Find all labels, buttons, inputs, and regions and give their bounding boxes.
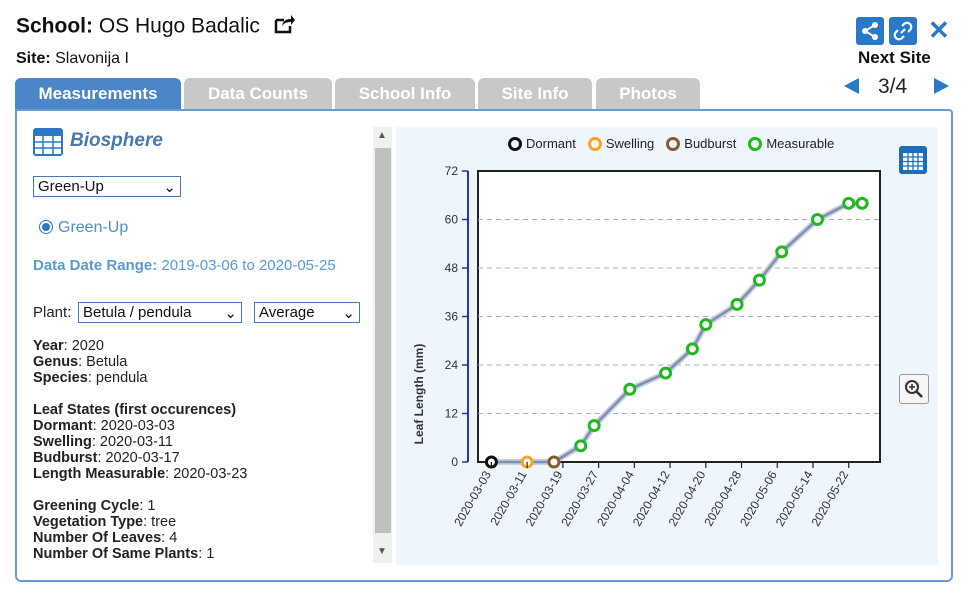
data-point-measurable <box>855 196 869 210</box>
data-point-measurable <box>752 273 766 287</box>
same-plants-row: Number Of Same Plants: 1 <box>33 546 215 562</box>
site-name: Slavonija I <box>55 50 129 67</box>
protocol-select[interactable]: Green-Up ⌄ <box>33 176 181 197</box>
radio-label: Green-Up <box>58 219 129 236</box>
cycle-row: Greening Cycle: 1 <box>33 498 156 514</box>
legend-dot-icon <box>508 136 522 151</box>
school-label: School: <box>16 14 93 38</box>
site-line: Site: Slavonija I <box>16 50 129 68</box>
data-point-measurable <box>730 297 744 311</box>
year-row: Year: 2020 <box>33 338 104 354</box>
legend-measurable[interactable]: Measurable <box>748 136 834 151</box>
tab-measurements[interactable]: Measurements <box>15 78 181 110</box>
plant-select[interactable]: Betula / pendula ⌄ <box>78 302 242 323</box>
data-point-measurable <box>810 213 824 226</box>
site-pager: 3/4 <box>878 75 908 98</box>
external-link-icon[interactable] <box>274 14 296 40</box>
y-tick-label: 72 <box>445 164 459 178</box>
date-range: Data Date Range: 2019-03-06 to 2020-05-2… <box>33 257 336 274</box>
scroll-up-icon[interactable]: ▲ <box>377 130 387 141</box>
measurable-row: Length Measurable: 2020-03-23 <box>33 466 248 482</box>
close-icon[interactable]: ✕ <box>928 15 950 45</box>
legend-budburst[interactable]: Budburst <box>666 136 736 151</box>
data-point-measurable <box>659 366 673 380</box>
aggregate-select-value: Average <box>259 304 315 321</box>
table-icon[interactable] <box>33 128 63 161</box>
y-tick-label: 12 <box>445 407 459 421</box>
y-tick-label: 36 <box>445 310 459 324</box>
swelling-row: Swelling: 2020-03-11 <box>33 434 173 450</box>
legend-dot-icon <box>666 136 681 151</box>
vegtype-row: Vegetation Type: tree <box>33 514 177 530</box>
prev-site-arrow-icon[interactable] <box>844 78 859 94</box>
plant-select-value: Betula / pendula <box>83 304 192 321</box>
share-icon[interactable] <box>856 17 884 45</box>
data-point-measurable <box>699 318 713 332</box>
y-tick-label: 0 <box>451 455 458 469</box>
data-point-measurable <box>574 439 588 453</box>
aggregate-select[interactable]: Average ⌄ <box>254 302 360 323</box>
section-title: Biosphere <box>70 130 163 151</box>
school-title: School: OS Hugo Badalic <box>16 14 296 40</box>
data-point-measurable <box>685 342 699 356</box>
date-range-label: Data Date Range: <box>33 257 158 274</box>
chevron-down-icon: ⌄ <box>224 304 237 322</box>
data-point-measurable <box>842 196 856 210</box>
data-point-measurable <box>775 245 789 259</box>
table-view-icon[interactable] <box>898 145 928 180</box>
data-point-budburst <box>547 455 561 469</box>
link-icon[interactable] <box>889 17 917 45</box>
tab-site-info[interactable]: Site Info <box>478 78 592 110</box>
legend-dormant[interactable]: Dormant <box>508 136 576 151</box>
scroll-thumb[interactable] <box>375 148 391 533</box>
tab-data-counts[interactable]: Data Counts <box>184 78 332 110</box>
next-site-label: Next Site <box>858 48 931 67</box>
x-tick-label: 2020-05-22 <box>809 468 852 528</box>
plant-label: Plant: <box>33 304 72 321</box>
date-range-value: 2019-03-06 to 2020-05-25 <box>161 257 336 274</box>
chevron-down-icon: ⌄ <box>163 178 176 196</box>
tab-photos[interactable]: Photos <box>596 78 700 110</box>
y-axis-label: Leaf Length (mm) <box>412 344 426 445</box>
chart-legend: Dormant Swelling Budburst Measurable <box>508 136 834 151</box>
y-tick-label: 48 <box>445 261 459 275</box>
leaf-states-title: Leaf States (first occurences) <box>33 402 237 418</box>
chevron-down-icon: ⌄ <box>342 304 355 322</box>
data-point-measurable <box>587 419 601 433</box>
main-panel <box>15 109 953 582</box>
species-row: Species: pendula <box>33 370 148 386</box>
school-name: OS Hugo Badalic <box>98 14 260 38</box>
zoom-in-icon[interactable] <box>899 374 929 404</box>
protocol-select-value: Green-Up <box>38 178 104 195</box>
legend-swelling[interactable]: Swelling <box>587 136 654 151</box>
legend-dot-icon <box>748 136 763 151</box>
scroll-down-icon[interactable]: ▼ <box>377 546 387 557</box>
leaves-row: Number Of Leaves: 4 <box>33 530 178 546</box>
tab-school-info[interactable]: School Info <box>335 78 475 110</box>
data-point-measurable <box>623 382 637 396</box>
dormant-row: Dormant: 2020-03-03 <box>33 418 175 434</box>
y-tick-label: 24 <box>445 358 459 372</box>
next-site-arrow-icon[interactable] <box>934 78 949 94</box>
genus-row: Genus: Betula <box>33 354 128 370</box>
budburst-row: Budburst: 2020-03-17 <box>33 450 180 466</box>
y-tick-label: 60 <box>445 213 459 227</box>
site-label: Site: <box>16 50 51 67</box>
legend-dot-icon <box>587 136 602 151</box>
green-up-radio[interactable] <box>39 220 53 234</box>
